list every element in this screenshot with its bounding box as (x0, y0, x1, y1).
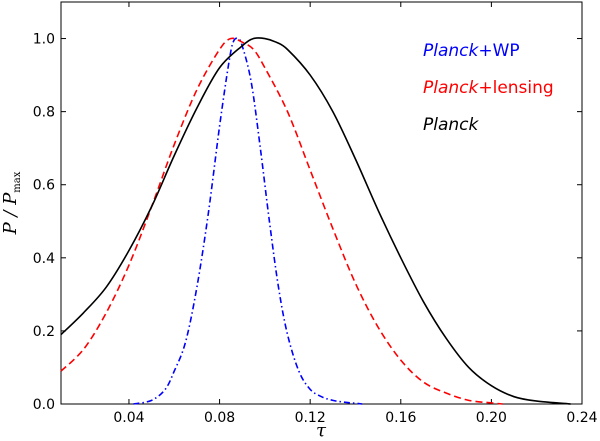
x-tick-label: 0.20 (476, 410, 507, 426)
legend-entry-main: Planck (423, 41, 480, 61)
legend-entry: Planck+lensing (423, 78, 554, 98)
x-tick-label: 0.04 (113, 410, 144, 426)
y-tick-label: 0.2 (33, 324, 55, 340)
legend-entry-suffix: +lensing (478, 78, 553, 98)
x-tick-label: 0.16 (385, 410, 416, 426)
y-label-subscript: max (12, 171, 23, 192)
y-axis-label: P / Pmax (0, 171, 23, 235)
legend-entry: Planck+WP (423, 41, 520, 61)
legend-entry-main: Planck (423, 78, 480, 98)
y-tick-label: 1.0 (33, 32, 55, 48)
x-axis-label: τ (316, 420, 327, 441)
legend-entry-suffix: +WP (478, 41, 519, 61)
x-tick-label: 0.12 (295, 410, 326, 426)
tick-group: 0.04 0.08 0.12 0.16 0.20 0.24 0.0 0.2 0.4 0.6 0.8 1… (33, 2, 598, 426)
series-line-planck-wp (133, 37, 363, 405)
legend-entry-main: Planck (423, 115, 480, 135)
series-line-planck (60, 37, 571, 405)
y-label-text: P / P (0, 192, 21, 236)
plot-frame (60, 1, 583, 405)
y-tick-label: 0.0 (33, 397, 55, 413)
x-tick-label: 0.24 (566, 410, 597, 426)
y-tick-label: 0.4 (33, 251, 55, 267)
y-tick-label: 0.6 (33, 178, 55, 194)
series-line-planck-lensing (60, 37, 503, 405)
y-tick-label: 0.8 (33, 105, 55, 121)
series-group (60, 37, 571, 405)
legend-entry: Planck (423, 115, 480, 135)
x-tick-label: 0.08 (204, 410, 235, 426)
